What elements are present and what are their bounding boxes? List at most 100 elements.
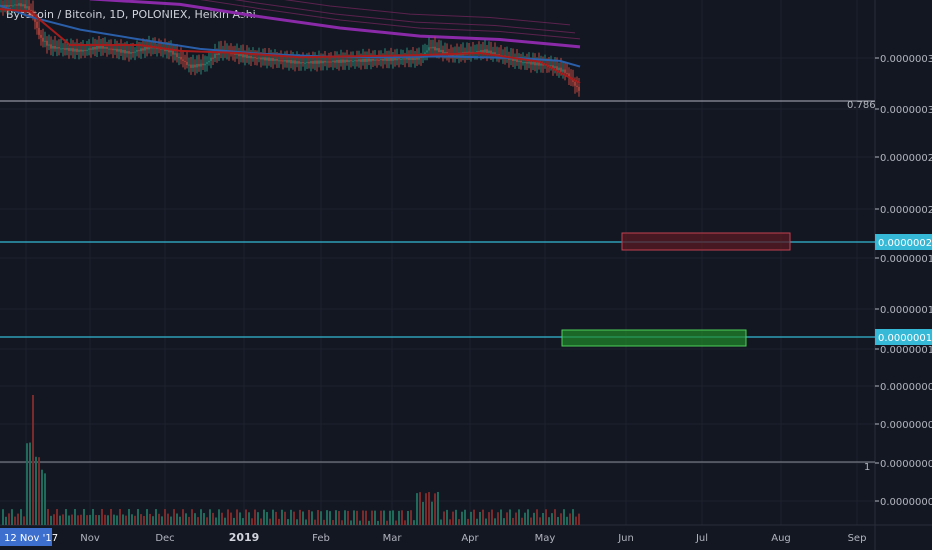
candle-25 [24, 4, 26, 9]
candle-269 [268, 57, 270, 61]
volume-bar-329 [329, 511, 331, 525]
volume-bar-431 [431, 501, 433, 525]
candle-345 [344, 59, 346, 63]
volume-bar-554 [554, 509, 556, 525]
volume-bar-110 [110, 509, 112, 525]
volume-bar-290 [290, 509, 292, 525]
volume-bar-53 [53, 514, 55, 525]
volume-bar-173 [173, 509, 175, 525]
candle-553 [552, 65, 554, 68]
volume-bar-134 [134, 515, 136, 525]
volume-bar-266 [266, 512, 268, 525]
candle-45 [44, 40, 46, 42]
volume-bar-368 [368, 520, 370, 525]
candle-357 [356, 60, 358, 62]
candle-523 [522, 62, 524, 64]
candle-199 [198, 63, 200, 67]
volume-bar-332 [332, 520, 334, 525]
candle-135 [134, 51, 136, 53]
candle-483 [482, 50, 484, 53]
candle-39 [38, 27, 40, 35]
candle-49 [48, 44, 50, 46]
candle-295 [294, 60, 296, 64]
candle-323 [322, 60, 324, 64]
volume-bar-11 [11, 509, 13, 525]
volume-bar-485 [485, 518, 487, 525]
y-tick-1: 0.00000031 [880, 105, 932, 116]
volume-bar-230 [230, 512, 232, 525]
volume-bar-215 [215, 517, 217, 525]
candle-211 [210, 57, 212, 61]
y-tick-8: 0.00000006 [880, 420, 932, 431]
x-tick-4: Feb [312, 533, 330, 544]
candle-379 [378, 59, 380, 61]
candle-73 [72, 48, 74, 52]
candle-17 [16, 4, 18, 6]
candle-485 [484, 49, 486, 53]
volume-bar-509 [509, 509, 511, 525]
volume-bar-482 [482, 509, 484, 525]
volume-bar-458 [458, 519, 460, 525]
candle-247 [246, 54, 248, 59]
price-label-lower: 0.00000013 [878, 333, 932, 344]
candle-347 [346, 59, 348, 63]
candle-321 [320, 60, 322, 64]
candle-377 [376, 59, 378, 61]
candle-185 [184, 60, 186, 62]
candle-23 [22, 4, 24, 7]
volume-bar-281 [281, 509, 283, 525]
volume-bar-374 [374, 510, 376, 525]
candle-41 [40, 34, 42, 38]
volume-bar-446 [446, 509, 448, 525]
candle-83 [82, 49, 84, 52]
candle-579 [578, 86, 580, 91]
candle-9 [8, 5, 10, 7]
y-tick-0: 0.00000035 [880, 54, 932, 65]
volume-bar-203 [203, 513, 205, 525]
candle-291 [290, 60, 292, 64]
x-tick-2: Dec [155, 533, 174, 544]
candle-259 [258, 57, 260, 59]
candle-157 [156, 48, 158, 50]
volume-bar-200 [200, 509, 202, 525]
candle-217 [216, 53, 218, 55]
candle-71 [70, 48, 72, 51]
volume-bar-242 [242, 518, 244, 525]
candle-279 [278, 60, 280, 62]
x-tick-7: May [535, 533, 556, 544]
candle-191 [190, 64, 192, 68]
y-tick-2: 0.00000027 [880, 153, 932, 164]
candle-535 [534, 61, 536, 66]
y-tick-6: 0.00000012 [880, 345, 932, 356]
candle-387 [386, 58, 388, 61]
volume-bar-8 [8, 513, 10, 525]
volume-bar-149 [149, 513, 151, 525]
candle-409 [408, 57, 410, 60]
candle-79 [78, 49, 80, 52]
candle-433 [432, 46, 434, 49]
candle-237 [236, 53, 238, 55]
candle-417 [416, 56, 418, 60]
candle-177 [176, 53, 178, 58]
volume-bar-20 [20, 509, 22, 525]
candle-329 [328, 61, 330, 63]
candle-93 [92, 46, 94, 50]
volume-bar-68 [68, 515, 70, 525]
candle-427 [426, 50, 428, 53]
x-tick-0-bg [0, 528, 52, 546]
volume-bar-35 [35, 456, 37, 525]
candle-273 [272, 58, 274, 61]
candle-559 [558, 67, 560, 70]
candle-375 [374, 59, 376, 61]
volume-bar-275 [275, 511, 277, 525]
candle-239 [238, 53, 240, 57]
volume-bar-452 [452, 511, 454, 525]
volume-bar-380 [380, 510, 382, 525]
candle-395 [394, 57, 396, 61]
candle-51 [50, 44, 52, 49]
candle-147 [146, 46, 148, 50]
candle-365 [364, 58, 366, 62]
y-tick-9: 0.00000003 [880, 459, 932, 470]
ema-line-1 [0, 8, 581, 84]
volume-bar-377 [377, 520, 379, 525]
